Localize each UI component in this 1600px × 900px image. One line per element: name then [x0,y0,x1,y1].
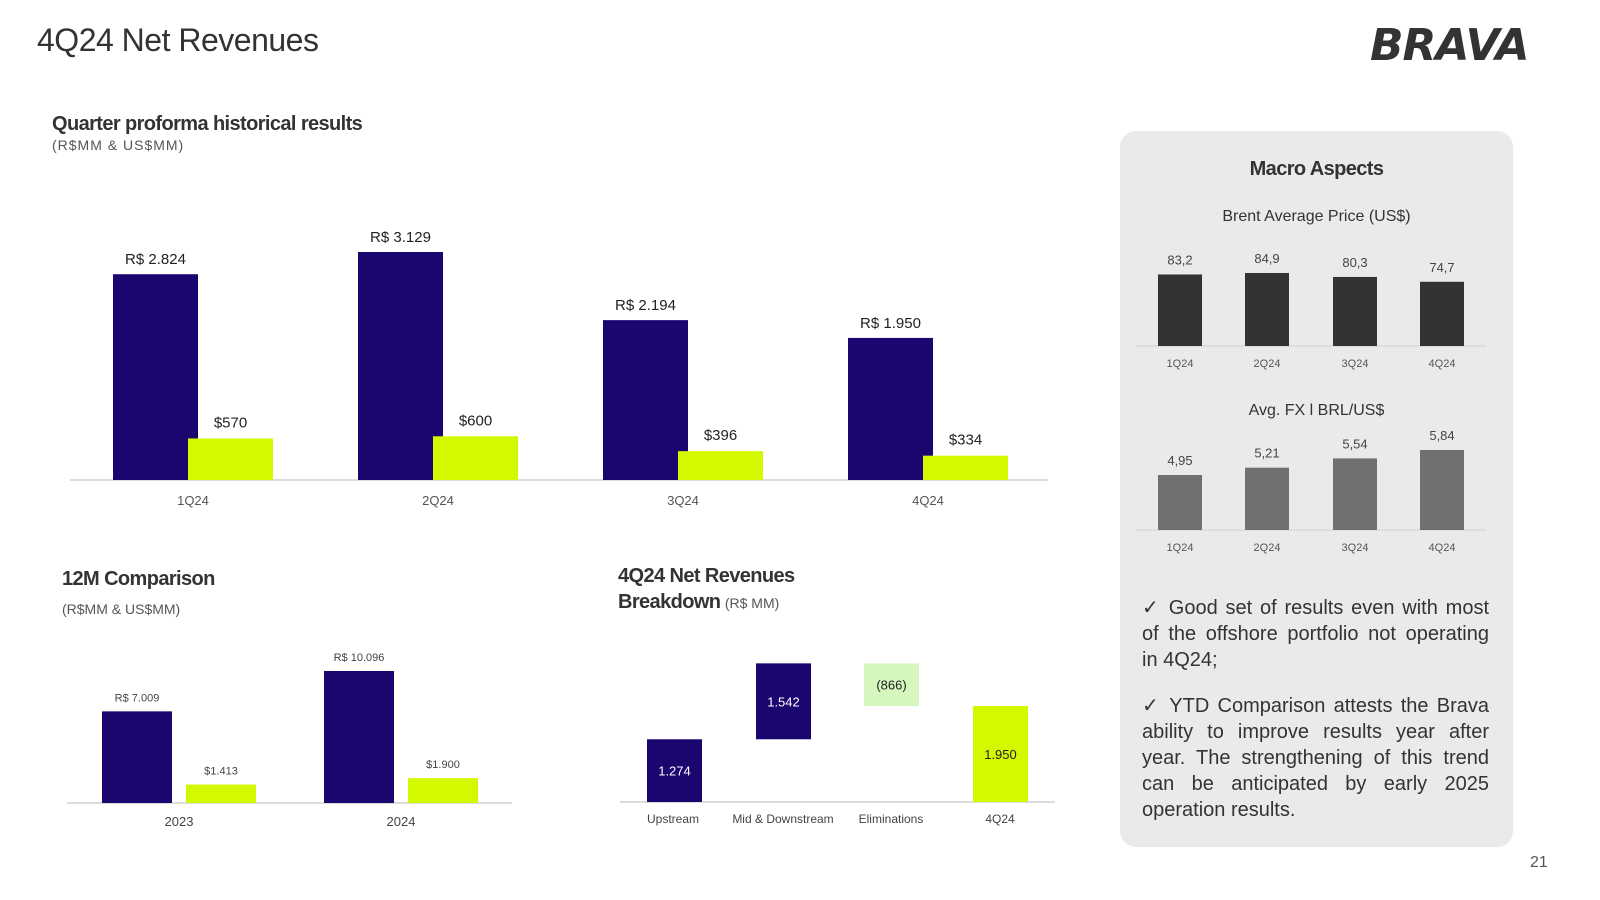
quarterly-usd-bar [678,451,763,480]
quarterly-brl-label: R$ 2.194 [615,297,676,314]
fx-value-label: 5,84 [1429,428,1454,443]
quarterly-usd-bar [923,455,1008,480]
fx-bar [1333,458,1377,530]
bullet-text-1: ✓ Good set of results even with most of … [1142,597,1489,671]
page-number: 21 [1530,854,1548,871]
breakdown-title-line1: 4Q24 Net Revenues [618,565,795,587]
quarterly-category-label: 2Q24 [422,493,454,508]
brent-category-label: 3Q24 [1342,358,1369,370]
quarterly-usd-bar [188,438,273,480]
waterfall-value-label: 1.950 [984,747,1017,762]
brent-value-label: 84,9 [1254,251,1279,266]
brent-category-label: 2Q24 [1254,358,1281,370]
page-title: 4Q24 Net Revenues [37,22,319,58]
annual-usd-bar [408,778,478,803]
waterfall-bar [973,706,1028,802]
annual-usd-label: $1.413 [204,766,238,778]
fx-value-label: 4,95 [1167,453,1192,468]
fx-category-label: 1Q24 [1167,542,1194,554]
brent-bar [1245,273,1289,346]
quarterly-usd-label: $334 [949,432,982,449]
comparison-section-title: 12M Comparison [62,568,215,590]
brent-chart-title: Brent Average Price (US$) [1222,208,1411,225]
quarterly-usd-label: $396 [704,427,737,444]
fx-category-label: 4Q24 [1429,542,1456,554]
waterfall-category-label: Eliminations [859,812,924,826]
annual-brl-bar [324,671,394,803]
annual-category-label: 2023 [165,814,194,829]
quarterly-brl-label: R$ 3.129 [370,229,431,246]
quarterly-brl-label: R$ 2.824 [125,251,186,268]
waterfall-category-label: Upstream [647,812,699,826]
fx-bar [1158,475,1202,530]
annual-usd-bar [186,784,256,803]
brent-bar [1333,276,1377,346]
fx-bar [1420,449,1464,530]
quarterly-brl-bar [358,252,443,480]
breakdown-title-line2: Breakdown [618,591,721,613]
annual-brl-label: R$ 10.096 [334,652,385,664]
quarterly-usd-label: $570 [214,414,247,431]
quarterly-section-subtitle: (R$MM & US$MM) [52,137,185,153]
brent-bar [1158,274,1202,346]
brent-bar [1420,281,1464,346]
quarterly-category-label: 4Q24 [912,493,944,508]
fx-category-label: 2Q24 [1254,542,1281,554]
waterfall-category-label: 4Q24 [985,812,1015,826]
quarterly-brl-label: R$ 1.950 [860,315,921,332]
brent-value-label: 80,3 [1342,255,1367,270]
waterfall-bar [647,739,702,802]
brent-category-label: 4Q24 [1429,358,1456,370]
breakdown-title-line2-wrap: Breakdown (R$ MM) [618,591,779,614]
quarterly-brl-bar [113,274,198,480]
quarterly-usd-bar [433,436,518,480]
fx-chart-title: Avg. FX l BRL/US$ [1248,402,1385,419]
waterfall-value-label: 1.274 [658,764,691,779]
brent-category-label: 1Q24 [1167,358,1194,370]
quarterly-brl-bar [603,320,688,480]
fx-value-label: 5,54 [1342,436,1367,451]
waterfall-bar [756,663,811,740]
comparison-section-subtitle: (R$MM & US$MM) [62,601,181,617]
quarterly-section-title: Quarter proforma historical results [52,113,363,135]
brent-value-label: 74,7 [1429,260,1454,275]
annual-usd-label: $1.900 [426,759,460,771]
fx-category-label: 3Q24 [1342,542,1369,554]
fx-bar [1245,467,1289,530]
annual-brl-bar [102,711,172,803]
annual-brl-label: R$ 7.009 [115,692,160,704]
macro-panel-title: Macro Aspects [1249,158,1384,180]
waterfall-bar [864,663,919,706]
quarterly-category-label: 1Q24 [177,493,209,508]
brava-logo: BRAVA [1370,20,1530,71]
quarterly-usd-label: $600 [459,412,492,429]
waterfall-value-label: (866) [876,678,906,693]
bullet-text-2: ✓ YTD Comparison attests the Brava abili… [1142,695,1489,821]
fx-value-label: 5,21 [1254,446,1279,461]
waterfall-category-label: Mid & Downstream [732,812,833,826]
quarterly-brl-bar [848,337,933,480]
quarterly-category-label: 3Q24 [667,493,699,508]
brent-value-label: 83,2 [1167,252,1192,267]
annual-category-label: 2024 [387,814,416,829]
waterfall-value-label: 1.542 [767,694,800,709]
breakdown-subtitle: (R$ MM) [724,595,780,611]
